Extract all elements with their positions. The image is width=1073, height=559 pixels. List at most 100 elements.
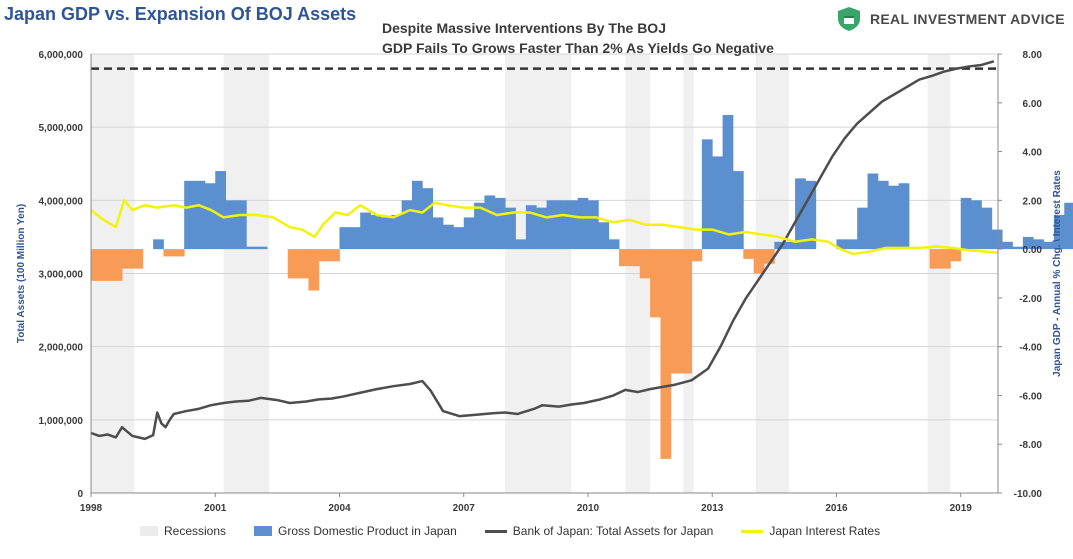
legend-item-assets: Bank of Japan: Total Assets for Japan xyxy=(484,524,713,538)
gdp-bar-93 xyxy=(1053,214,1065,250)
gdp-bar-26 xyxy=(360,212,371,250)
gdp-bar-77 xyxy=(888,185,900,250)
gdp-bar-88 xyxy=(1002,241,1013,250)
gdp-bar-51 xyxy=(619,249,630,267)
gdp-bar-42 xyxy=(525,205,537,250)
gdp-bar-35 xyxy=(453,227,465,250)
gdp-bar-12 xyxy=(215,171,227,250)
gdp-bar-37 xyxy=(474,202,485,250)
gdp-bar-47 xyxy=(577,197,589,250)
gdp-bar-60 xyxy=(712,156,723,250)
chart-subtitle-line1: Despite Massive Interventions By The BOJ xyxy=(382,20,666,36)
gdp-bar-22 xyxy=(318,249,330,262)
x-tick-label-4: 2010 xyxy=(577,503,600,514)
gdp-bar-14 xyxy=(235,200,247,250)
chart-subtitle-line2: GDP Fails To Grows Faster Than 2% As Yie… xyxy=(382,40,774,56)
right-tick-label-5: 0.00 xyxy=(1023,245,1043,256)
gdp-bar-48 xyxy=(587,200,599,250)
gdp-bar-19 xyxy=(287,249,299,279)
gdp-bar-40 xyxy=(505,207,516,250)
left-tick-label-5: 5,000,000 xyxy=(39,123,84,134)
legend-swatch-assets xyxy=(484,529,507,533)
gdp-bar-50 xyxy=(608,239,620,250)
legend-item-rates: Japan Interest Rates xyxy=(741,524,880,538)
gdp-bar-72 xyxy=(836,239,848,250)
gdp-bar-55 xyxy=(660,249,672,459)
left-tick-label-4: 4,000,000 xyxy=(39,196,84,207)
gdp-bar-39 xyxy=(494,197,506,250)
brand-logo: REAL INVESTMENT ADVICE xyxy=(836,6,1065,32)
gdp-bar-43 xyxy=(536,207,547,250)
legend-swatch-rates xyxy=(741,529,764,533)
gdp-bar-92 xyxy=(1043,241,1055,250)
gdp-bar-8 xyxy=(173,249,185,257)
x-tick-label-3: 2007 xyxy=(453,503,476,514)
gdp-bar-21 xyxy=(308,249,320,291)
gdp-bar-4 xyxy=(132,249,144,269)
gdp-bar-16 xyxy=(256,246,268,250)
gdp-bar-85 xyxy=(971,200,982,250)
gdp-bar-52 xyxy=(629,249,641,267)
left-tick-label-0: 0 xyxy=(77,489,83,500)
gdp-bar-54 xyxy=(650,249,661,318)
legend-label-recessions: Recessions xyxy=(164,524,227,538)
legend-swatch-gdp xyxy=(254,526,273,536)
gdp-bar-74 xyxy=(857,207,868,250)
gdp-bar-82 xyxy=(940,249,951,269)
gdp-bar-67 xyxy=(784,241,796,250)
x-tick-label-6: 2016 xyxy=(825,503,848,514)
gdp-bar-62 xyxy=(732,171,744,250)
gdp-bar-10 xyxy=(194,180,206,250)
gdp-bar-13 xyxy=(225,200,237,250)
gdp-bar-91 xyxy=(1033,239,1044,250)
right-tick-label-3: -4.00 xyxy=(1019,343,1042,354)
gdp-bar-75 xyxy=(867,173,879,250)
left-axis-title: Total Assets (100 Million Yen) xyxy=(16,204,27,343)
gdp-bar-23 xyxy=(329,249,340,262)
gdp-bar-87 xyxy=(991,229,1003,250)
right-tick-label-9: 8.00 xyxy=(1023,50,1043,61)
gdp-bar-27 xyxy=(370,214,382,250)
legend-label-rates: Japan Interest Rates xyxy=(769,524,881,538)
gdp-bar-36 xyxy=(463,217,475,250)
left-tick-label-1: 1,000,000 xyxy=(39,416,84,427)
chart-legend: Recessions Gross Domestic Product in Jap… xyxy=(140,524,908,538)
gdp-bar-59 xyxy=(701,139,713,250)
x-tick-label-5: 2013 xyxy=(701,503,724,514)
gdp-bar-49 xyxy=(598,222,610,250)
legend-item-recessions: Recessions xyxy=(140,524,226,538)
gdp-bar-44 xyxy=(546,200,558,250)
gdp-bar-28 xyxy=(380,217,392,250)
series-line-boj-assets xyxy=(90,60,995,441)
right-tick-label-6: 2.00 xyxy=(1023,196,1043,207)
gdp-bar-32 xyxy=(422,188,434,250)
x-tick-label-7: 2019 xyxy=(950,503,973,514)
gdp-bar-0 xyxy=(91,249,102,281)
left-tick-label-6: 6,000,000 xyxy=(39,50,84,61)
right-axis-title: Japan GDP - Annual % Chg. \ Interest Rat… xyxy=(1052,170,1063,377)
brand-name: REAL INVESTMENT ADVICE xyxy=(870,11,1065,27)
gdp-bar-9 xyxy=(184,180,195,250)
gdp-bar-58 xyxy=(691,249,703,262)
gdp-bar-34 xyxy=(443,224,454,250)
legend-label-gdp: Gross Domestic Product in Japan xyxy=(278,524,457,538)
gdp-bar-24 xyxy=(339,227,351,250)
gdp-bar-3 xyxy=(122,249,133,269)
gdp-bar-38 xyxy=(484,195,496,250)
x-tick-label-2: 2004 xyxy=(328,503,351,514)
x-tick-label-1: 2001 xyxy=(204,503,227,514)
chart-title: Japan GDP vs. Expansion Of BOJ Assets xyxy=(4,4,357,24)
gdp-bar-7 xyxy=(163,249,175,257)
gdp-bar-56 xyxy=(670,249,682,374)
legend-item-gdp: Gross Domestic Product in Japan xyxy=(254,524,457,538)
gdp-bar-46 xyxy=(567,200,579,250)
gdp-bar-33 xyxy=(432,217,444,250)
right-tick-label-4: -2.00 xyxy=(1019,294,1042,305)
gdp-bar-41 xyxy=(515,239,527,250)
gdp-bar-11 xyxy=(204,183,216,250)
gdp-bar-89 xyxy=(1012,246,1024,250)
right-tick-label-7: 4.00 xyxy=(1023,148,1043,159)
gdp-bar-1 xyxy=(101,249,113,281)
gdp-bar-83 xyxy=(950,249,962,262)
